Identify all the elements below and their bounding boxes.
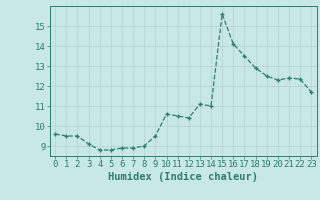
X-axis label: Humidex (Indice chaleur): Humidex (Indice chaleur) <box>108 172 258 182</box>
